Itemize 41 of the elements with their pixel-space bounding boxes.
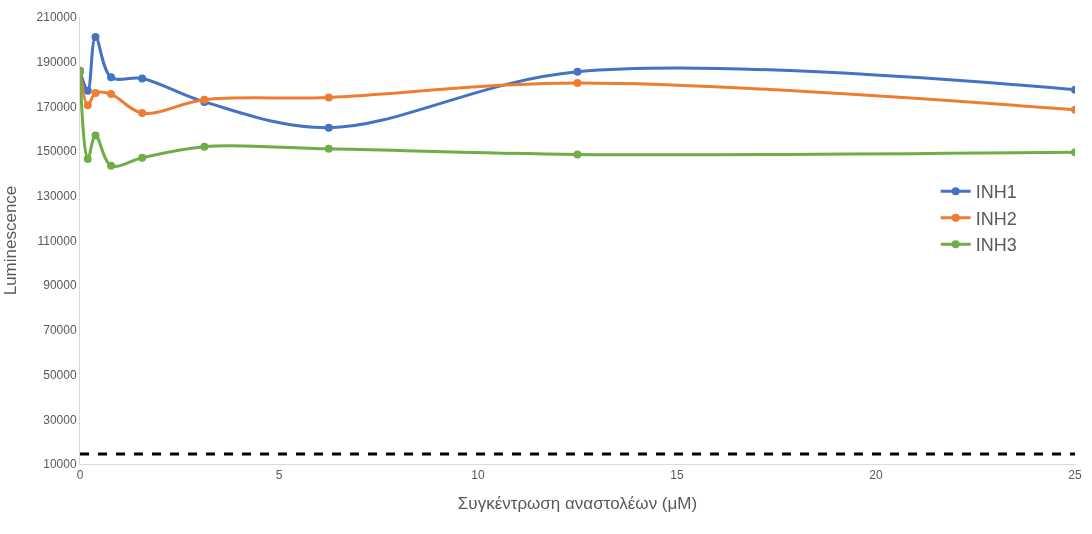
x-axis-title: Συγκέντρωση αναστολέων (μM) bbox=[457, 493, 698, 513]
point bbox=[324, 123, 333, 132]
point bbox=[573, 150, 582, 159]
point bbox=[107, 161, 116, 170]
point bbox=[200, 142, 209, 151]
point bbox=[83, 86, 92, 95]
x-tick-label: 5 bbox=[275, 468, 283, 483]
x-tick-label: 0 bbox=[76, 468, 84, 483]
point bbox=[138, 109, 147, 118]
y-tick-label: 90000 bbox=[43, 278, 77, 293]
y-tick-label: 10000 bbox=[43, 457, 77, 472]
point bbox=[83, 154, 92, 163]
y-tick-label: 170000 bbox=[36, 99, 77, 114]
y-tick-label: 150000 bbox=[36, 144, 77, 159]
legend-label: INH1 bbox=[975, 182, 1017, 203]
y-tick-label: 210000 bbox=[36, 10, 77, 25]
x-tick-label: 10 bbox=[471, 468, 485, 483]
x-tick-label: 15 bbox=[670, 468, 684, 483]
point bbox=[91, 88, 100, 97]
y-tick-label: 130000 bbox=[36, 189, 77, 203]
y-tick-label: 110000 bbox=[37, 233, 77, 248]
point bbox=[107, 73, 116, 82]
point bbox=[83, 101, 92, 110]
y-axis-title: Luminescence bbox=[1, 185, 21, 296]
point bbox=[138, 153, 147, 162]
point bbox=[324, 93, 333, 102]
point bbox=[107, 90, 116, 99]
x-tick-label: 20 bbox=[869, 468, 883, 483]
point bbox=[138, 74, 147, 83]
point bbox=[91, 33, 100, 42]
y-tick-label: 190000 bbox=[36, 54, 77, 69]
legend-label: INH3 bbox=[975, 235, 1017, 256]
y-tick-label: 30000 bbox=[43, 412, 77, 427]
point bbox=[573, 67, 582, 76]
x-tick-label: 25 bbox=[1068, 468, 1082, 483]
point bbox=[573, 78, 582, 87]
point bbox=[324, 144, 333, 153]
y-tick-label: 70000 bbox=[43, 323, 77, 338]
point bbox=[91, 131, 100, 140]
y-tick-label: 50000 bbox=[43, 367, 77, 382]
legend-label: INH2 bbox=[975, 208, 1017, 229]
